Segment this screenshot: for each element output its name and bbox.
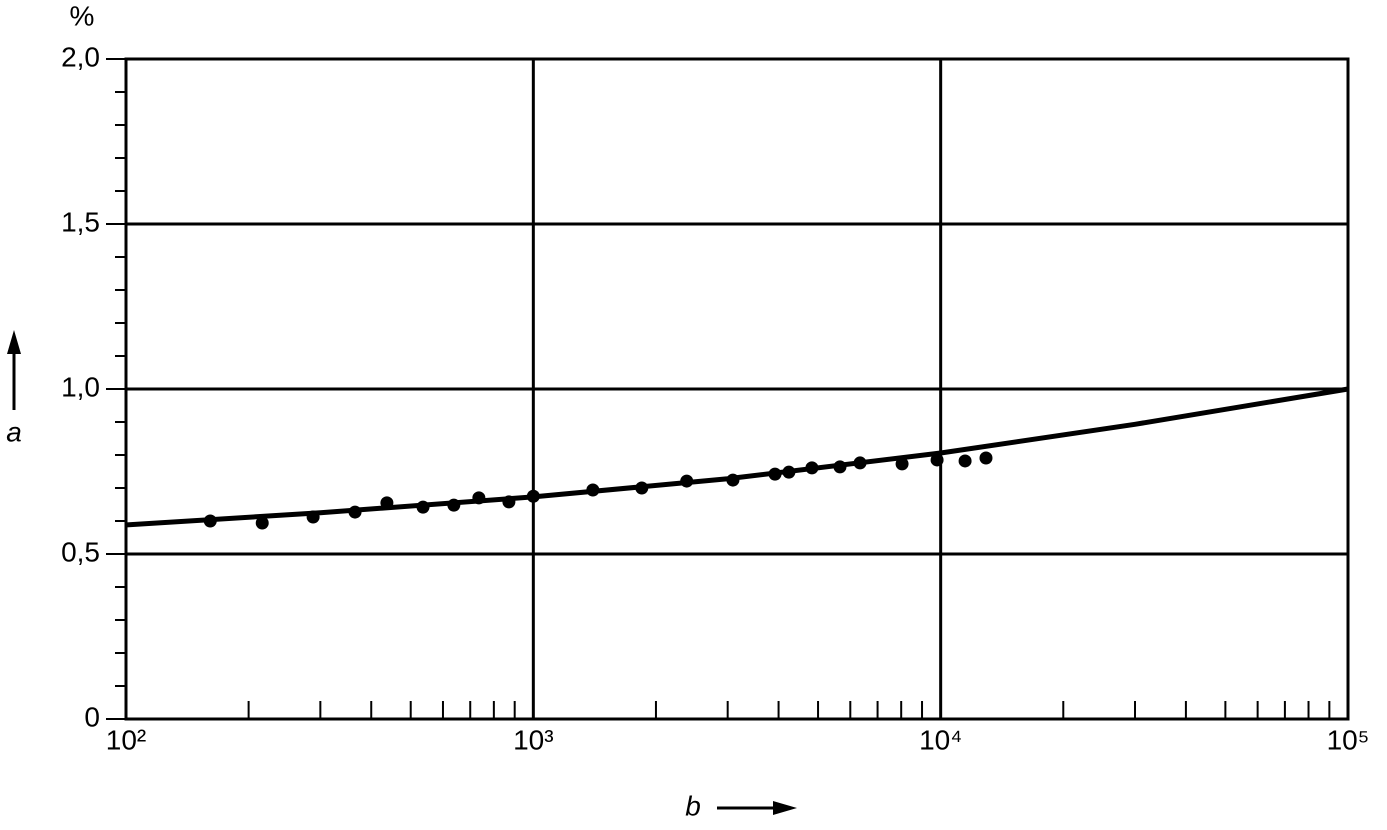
y-tick-label: 1,0 (61, 371, 100, 402)
y-axis-label: a (6, 416, 22, 447)
y-unit: % (70, 0, 95, 31)
x-tick-label: 10² (106, 724, 146, 755)
y-tick-label: 1,5 (61, 206, 100, 237)
x-arrow (717, 801, 797, 815)
x-tick-label: 10³ (513, 724, 553, 755)
y-arrow (7, 330, 21, 410)
fit-line (125, 386, 1349, 528)
x-axis-label: b (685, 790, 701, 821)
point (255, 516, 269, 530)
y-tick-label: 0 (84, 701, 100, 732)
point (930, 453, 944, 467)
y-tick-label: 2,0 (61, 41, 100, 72)
point (895, 457, 909, 471)
x-tick-label: 10⁵ (1327, 724, 1370, 755)
x-tick-label: 10⁴ (919, 724, 962, 755)
point (958, 454, 972, 468)
point (979, 451, 993, 465)
y-tick-label: 0,5 (61, 536, 100, 567)
